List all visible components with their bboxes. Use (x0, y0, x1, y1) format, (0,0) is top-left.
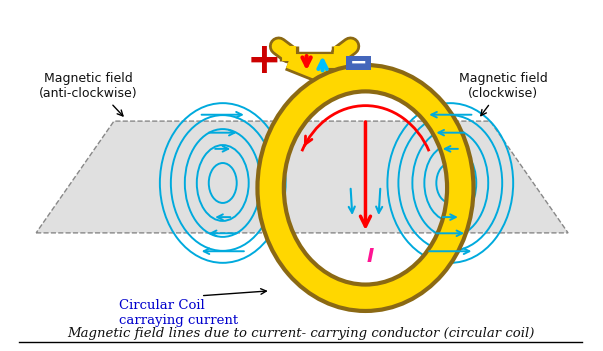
Text: +: + (246, 40, 281, 82)
Text: I: I (367, 246, 374, 266)
Text: −: − (350, 52, 367, 72)
Text: Magnetic field
(anti-clockwise): Magnetic field (anti-clockwise) (39, 72, 137, 100)
Text: Magnetic field
(clockwise): Magnetic field (clockwise) (459, 72, 548, 100)
Text: Circular Coil
carraying current: Circular Coil carraying current (119, 299, 238, 327)
FancyBboxPatch shape (346, 56, 371, 70)
Text: Magnetic field lines due to current- carrying conductor (circular coil): Magnetic field lines due to current- car… (67, 327, 534, 340)
Polygon shape (36, 121, 568, 233)
